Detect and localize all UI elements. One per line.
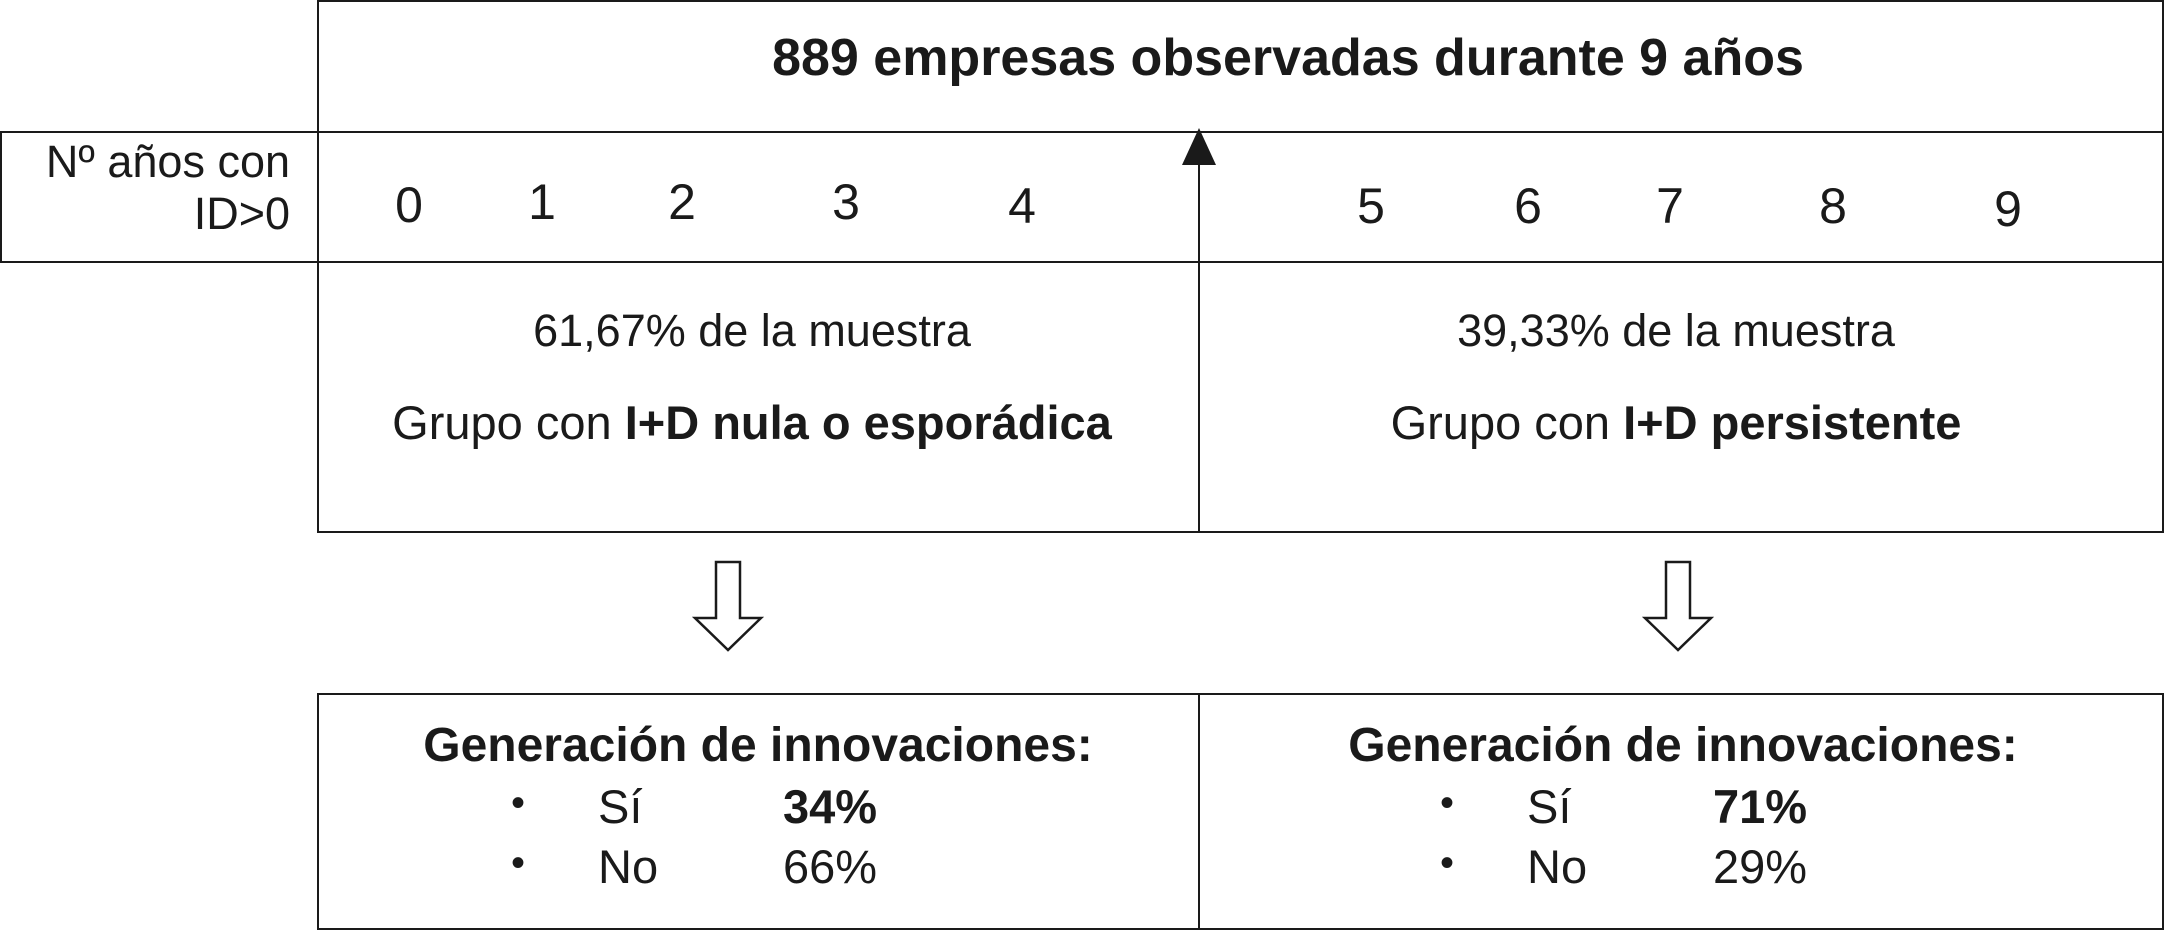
- row-label-line2: ID>0: [193, 188, 290, 239]
- right-down-arrow-icon: [1642, 560, 1714, 652]
- left-down-arrow-icon: [692, 560, 764, 652]
- right-no-bullet: •: [1440, 841, 1455, 885]
- up-arrow-icon: [1182, 128, 1216, 165]
- result-right: [2162, 693, 2164, 930]
- frame-bottom: [317, 531, 2164, 533]
- year-9: 9: [1994, 181, 2022, 237]
- left-result-title: Generación de innovaciones:: [423, 719, 1093, 772]
- left-no-bullet: •: [511, 841, 526, 885]
- result-bottom: [317, 928, 2164, 930]
- label-cell-left: [0, 131, 2, 263]
- left-group-prefix: Grupo con: [392, 396, 625, 449]
- split-line: [1198, 155, 1200, 533]
- years-divider: [0, 261, 2164, 263]
- left-group-bold: I+D nula o esporádica: [624, 396, 1112, 449]
- left-no-label: No: [598, 840, 659, 893]
- row-label-line1: Nº años con: [45, 136, 290, 187]
- year-2: 2: [668, 174, 696, 230]
- right-yes-bullet: •: [1440, 781, 1455, 825]
- frame-left: [317, 0, 319, 533]
- right-yes-label: Sí: [1527, 780, 1572, 833]
- right-result-title: Generación de innovaciones:: [1348, 719, 2018, 772]
- year-7: 7: [1656, 178, 1684, 234]
- result-top: [317, 693, 2164, 695]
- result-left: [317, 693, 319, 930]
- left-yes-bullet: •: [511, 781, 526, 825]
- year-0: 0: [395, 177, 423, 233]
- right-yes-value: 71%: [1713, 780, 1808, 833]
- frame-right: [2162, 0, 2164, 533]
- right-no-label: No: [1527, 840, 1588, 893]
- year-5: 5: [1357, 178, 1385, 234]
- left-yes-value: 34%: [783, 780, 878, 833]
- year-6: 6: [1514, 178, 1542, 234]
- right-no-value: 29%: [1713, 840, 1808, 893]
- right-group-share: 39,33% de la muestra: [1457, 305, 1895, 356]
- year-4: 4: [1008, 178, 1036, 234]
- left-yes-label: Sí: [598, 780, 643, 833]
- right-group-bold: I+D persistente: [1623, 396, 1962, 449]
- result-split: [1198, 693, 1200, 930]
- right-group-prefix: Grupo con: [1390, 396, 1624, 449]
- year-3: 3: [832, 174, 860, 230]
- right-group-label: Grupo con I+D persistente: [1391, 395, 1962, 450]
- diagram-title: 889 empresas observadas durante 9 años: [772, 29, 1804, 87]
- year-1: 1: [528, 174, 556, 230]
- left-group-share: 61,67% de la muestra: [533, 305, 971, 356]
- left-no-value: 66%: [783, 840, 878, 893]
- year-8: 8: [1819, 178, 1847, 234]
- frame-top: [317, 0, 2164, 2]
- header-divider: [0, 131, 2164, 133]
- row-label: Nº años con ID>0: [20, 136, 290, 240]
- left-group-label: Grupo con I+D nula o esporádica: [392, 395, 1112, 450]
